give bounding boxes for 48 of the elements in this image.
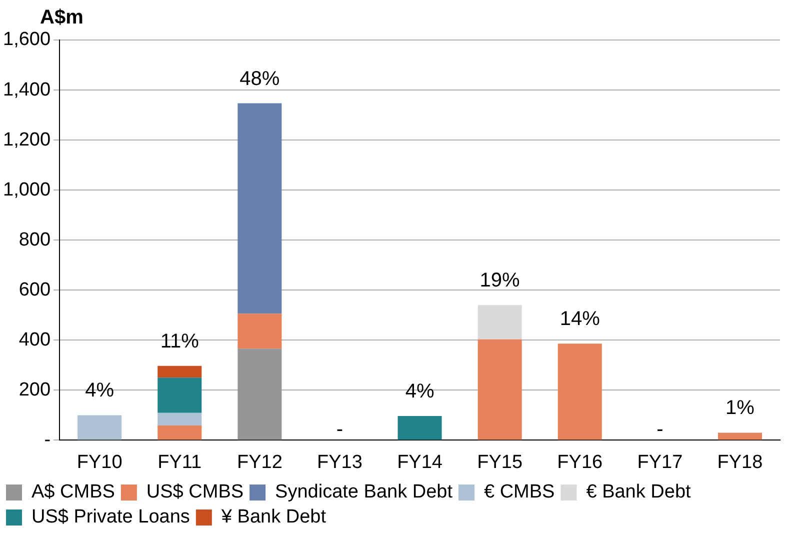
bar [158, 425, 202, 440]
annotation: 19% [480, 270, 520, 292]
y-tick-label: 200 [18, 379, 51, 400]
bar [478, 339, 522, 440]
bar [158, 412, 202, 426]
bar [238, 103, 282, 314]
legend-label: US$ Private Loans [32, 506, 190, 528]
annotation: 1% [726, 397, 755, 420]
legend-label: US$ CMBS [146, 482, 244, 503]
annotation: 11% [160, 330, 200, 352]
x-tick-label: FY16 [557, 452, 603, 473]
annotation: 14% [560, 308, 600, 330]
y-tick-label: 400 [18, 329, 51, 350]
x-tick-label: FY11 [158, 452, 202, 473]
legend-label: Syndicate Bank Debt [275, 482, 454, 503]
bar [158, 378, 202, 413]
y-tick-label: 1,000 [3, 179, 51, 200]
y-tick-label: 800 [18, 229, 51, 250]
x-tick-label: FY17 [637, 452, 683, 473]
bar [158, 366, 202, 378]
annotation: - [656, 418, 664, 441]
x-tick-label: FY15 [477, 452, 523, 473]
x-tick-label: FY13 [317, 452, 362, 473]
legend-label: ¥ Bank Debt [220, 506, 327, 528]
annotation: 4% [85, 380, 114, 402]
x-tick-label: FY12 [236, 452, 282, 473]
annotation: 4% [405, 380, 434, 402]
bar [478, 305, 522, 340]
bar [238, 314, 282, 349]
x-tick-label: FY10 [76, 452, 122, 473]
y-tick-label: 1,400 [3, 79, 51, 100]
y-axis-title: A$m [40, 6, 84, 29]
bar [238, 348, 282, 440]
y-tick-label: - [44, 429, 51, 450]
bar [398, 416, 442, 440]
annotation: - [336, 418, 344, 441]
y-tick-label: 1,600 [3, 29, 51, 50]
x-tick-label: FY18 [717, 452, 763, 473]
bar [718, 432, 762, 440]
x-tick-label: FY14 [397, 452, 443, 473]
y-tick-label: 600 [18, 279, 51, 300]
annotation: 48% [240, 68, 280, 90]
y-tick-label: 1,200 [3, 129, 51, 150]
legend-label: A$ CMBS [32, 482, 115, 503]
bar [558, 344, 602, 440]
legend-label: € Bank Debt [586, 482, 692, 503]
legend-label: € CMBS [484, 482, 555, 503]
bar [78, 415, 122, 440]
